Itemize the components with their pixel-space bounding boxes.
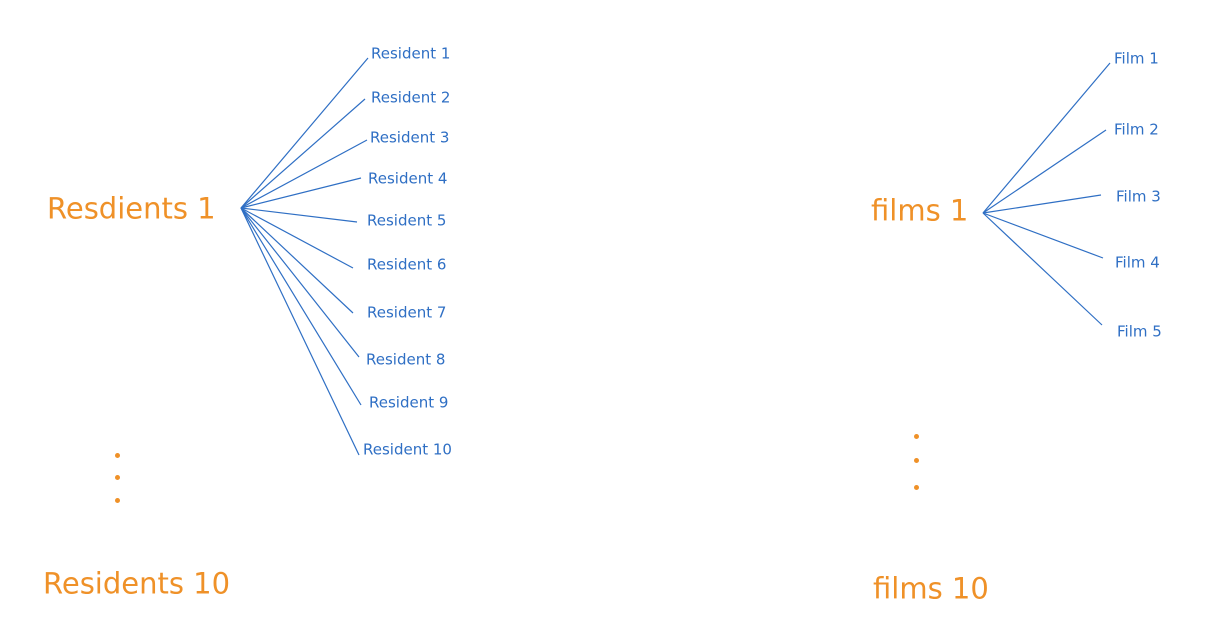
- ellipsis-dot: [914, 485, 919, 490]
- resident-connector-line: [240, 57, 369, 209]
- film-connector-line: [982, 212, 1104, 259]
- film-connector-line: [982, 62, 1111, 214]
- film-connector-line: [982, 129, 1107, 214]
- resident-label: Resident 6: [367, 255, 447, 274]
- resident-connector-line: [240, 139, 368, 209]
- resident-connector-line: [240, 207, 358, 223]
- resident-label: Resident 10: [363, 440, 452, 459]
- resident-connector-line: [240, 207, 354, 269]
- ellipsis-dot: [115, 453, 120, 458]
- ellipsis-dot: [115, 475, 120, 480]
- film-label: Film 3: [1116, 187, 1161, 206]
- film-label: Film 5: [1117, 322, 1162, 341]
- film-label: Film 4: [1115, 253, 1160, 272]
- film-label: Film 2: [1114, 120, 1159, 139]
- ellipsis-dot: [115, 498, 120, 503]
- ellipsis-dot: [914, 434, 919, 439]
- resident-label: Resident 9: [369, 393, 449, 412]
- resident-connector-line: [240, 207, 354, 314]
- resident-connector-line: [240, 177, 362, 209]
- resident-label: Resident 5: [367, 211, 447, 230]
- resident-label: Resident 4: [368, 169, 448, 188]
- resident-label: Resident 2: [371, 88, 451, 107]
- film-connector-line: [982, 194, 1102, 214]
- resident-label: Resident 3: [370, 128, 450, 147]
- films-root-label: films 1: [871, 193, 969, 228]
- resident-connector-line: [240, 207, 360, 456]
- resident-label: Resident 8: [366, 350, 446, 369]
- resident-connector-line: [240, 98, 366, 209]
- film-label: Film 1: [1114, 49, 1159, 68]
- resident-connector-line: [240, 207, 360, 358]
- residents-last-label: Residents 10: [43, 566, 231, 601]
- film-connector-line: [982, 212, 1103, 326]
- resident-label: Resident 7: [367, 303, 447, 322]
- films-last-label: films 10: [873, 571, 989, 606]
- ellipsis-dot: [914, 458, 919, 463]
- resident-connector-line: [240, 207, 362, 406]
- resident-label: Resident 1: [371, 44, 451, 63]
- residents-root-label: Resdients 1: [47, 191, 216, 226]
